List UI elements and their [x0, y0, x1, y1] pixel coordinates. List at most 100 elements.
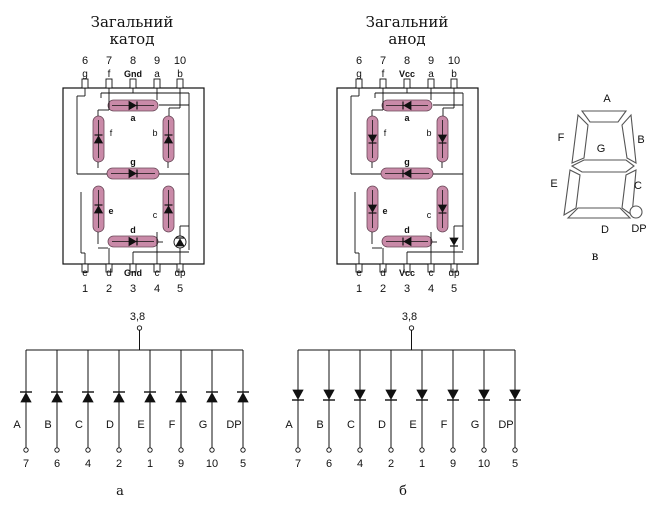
- pin-number: 1: [147, 458, 153, 470]
- diode-triangle: [478, 389, 490, 400]
- diode-label: C: [75, 419, 83, 431]
- diode-label: A: [13, 419, 21, 431]
- diode-label: DP: [226, 419, 241, 431]
- top-pin-label: g: [356, 69, 362, 80]
- segment-e-label: e: [382, 206, 387, 216]
- display-a-title: Загальний катод: [72, 14, 192, 48]
- pin-terminal: [419, 447, 425, 453]
- bottom-pin-number: 2: [380, 283, 386, 295]
- segment-b-label: b: [426, 128, 431, 138]
- top-pin-label: a: [154, 69, 160, 80]
- schematic-a: 3,8 A 7 B 6 C 4 D 2 E 1 F 9 G 10 DP 5 а: [13, 311, 249, 499]
- bottom-pin-label: Gnd: [124, 268, 142, 278]
- top-pin-number: 10: [448, 55, 460, 67]
- top-pin-label: b: [451, 69, 457, 80]
- segment-diagram: A B C D E F G DP в: [550, 93, 646, 263]
- bottom-pin-label: c: [155, 268, 160, 279]
- display-b-title: Загальний анод: [347, 14, 467, 48]
- pin-terminal: [178, 447, 184, 453]
- top-pin: [403, 78, 411, 89]
- pin-terminal: [85, 447, 91, 453]
- top-pin-label: b: [177, 69, 183, 80]
- top-pin-number: 9: [154, 55, 160, 67]
- segment-g-label: g: [130, 157, 136, 167]
- display-a-title-line1: Загальний: [90, 13, 174, 31]
- diode-triangle: [292, 389, 304, 400]
- pin-terminal: [147, 447, 153, 453]
- bottom-pin-number: 3: [130, 283, 136, 295]
- dp-diode-triangle: [175, 238, 185, 247]
- diode-label: B: [316, 419, 323, 431]
- dp-diode: [449, 237, 459, 247]
- top-pin: [379, 78, 387, 89]
- top-pin-number: 6: [82, 55, 88, 67]
- common-pin-terminal: [408, 325, 415, 331]
- pin-number: 1: [419, 458, 425, 470]
- diode-label: G: [199, 419, 208, 431]
- top-pin-label: Vcc: [399, 69, 415, 79]
- segment-b-label: b: [152, 128, 157, 138]
- seg-label-C: C: [634, 180, 642, 192]
- top-pin-label: a: [428, 69, 434, 80]
- top-pin: [427, 78, 435, 89]
- pin-number: 4: [85, 458, 91, 470]
- pin-number: 10: [478, 458, 490, 470]
- pin-number: 9: [450, 458, 456, 470]
- seg-label-G: G: [597, 143, 606, 155]
- schematic-b: 3,8 A 7 B 6 C 4 D 2 E 1 F 9 G 10 DP 5 б: [285, 311, 521, 499]
- display-b-title-line1: Загальний: [365, 13, 449, 31]
- seg-B: [621, 113, 637, 164]
- seg-label-D: D: [601, 224, 609, 236]
- caption-v: в: [592, 249, 599, 263]
- pin-terminal: [240, 447, 246, 453]
- bottom-pin-number: 4: [154, 283, 160, 295]
- top-pin-label: Gnd: [124, 69, 142, 79]
- pin-terminal: [357, 447, 363, 453]
- seg-G: [570, 159, 635, 173]
- diode-label: D: [106, 419, 114, 431]
- pin-number: 10: [206, 458, 218, 470]
- diode-triangle: [416, 389, 428, 400]
- diode-label: F: [169, 419, 176, 431]
- pin-terminal: [450, 447, 456, 453]
- seg-E: [563, 169, 581, 217]
- pin-terminal: [512, 447, 518, 453]
- pin-terminal: [54, 447, 60, 453]
- seg-label-E: E: [550, 178, 557, 190]
- seg-F: [571, 113, 589, 164]
- top-pin: [450, 78, 458, 89]
- display-b-title-line2: анод: [388, 30, 426, 48]
- pin-terminal: [209, 447, 215, 453]
- top-pin-label: f: [108, 69, 111, 80]
- pin-number: 2: [116, 458, 122, 470]
- pin-terminal: [23, 447, 29, 453]
- top-pin-label: f: [382, 69, 385, 80]
- seg-C: [621, 169, 637, 216]
- top-pin: [81, 78, 89, 89]
- diode-label: A: [285, 419, 293, 431]
- pin-terminal: [116, 447, 122, 453]
- segment-c-label: c: [427, 210, 432, 220]
- bottom-pin-label: e: [82, 268, 88, 279]
- diode-label: F: [441, 419, 448, 431]
- pin-number: 5: [512, 458, 518, 470]
- top-pin: [105, 78, 113, 89]
- bottom-pin-label: Vcc: [399, 268, 415, 278]
- diode-triangle: [323, 389, 335, 400]
- diode-label: E: [409, 419, 416, 431]
- diode-triangle: [509, 389, 521, 400]
- top-pin-number: 10: [174, 55, 186, 67]
- top-pin-label: g: [82, 69, 88, 80]
- seg-D: [566, 207, 632, 219]
- segment-a-label: a: [404, 113, 410, 123]
- bottom-pin-number: 1: [356, 283, 362, 295]
- pin-number: 2: [388, 458, 394, 470]
- segment-f-label: f: [384, 128, 387, 138]
- pin-number: 6: [326, 458, 332, 470]
- bottom-pin-label: dp: [174, 268, 186, 279]
- diode-triangle: [144, 392, 156, 403]
- top-pin-number: 7: [380, 55, 386, 67]
- caption: а: [116, 484, 124, 499]
